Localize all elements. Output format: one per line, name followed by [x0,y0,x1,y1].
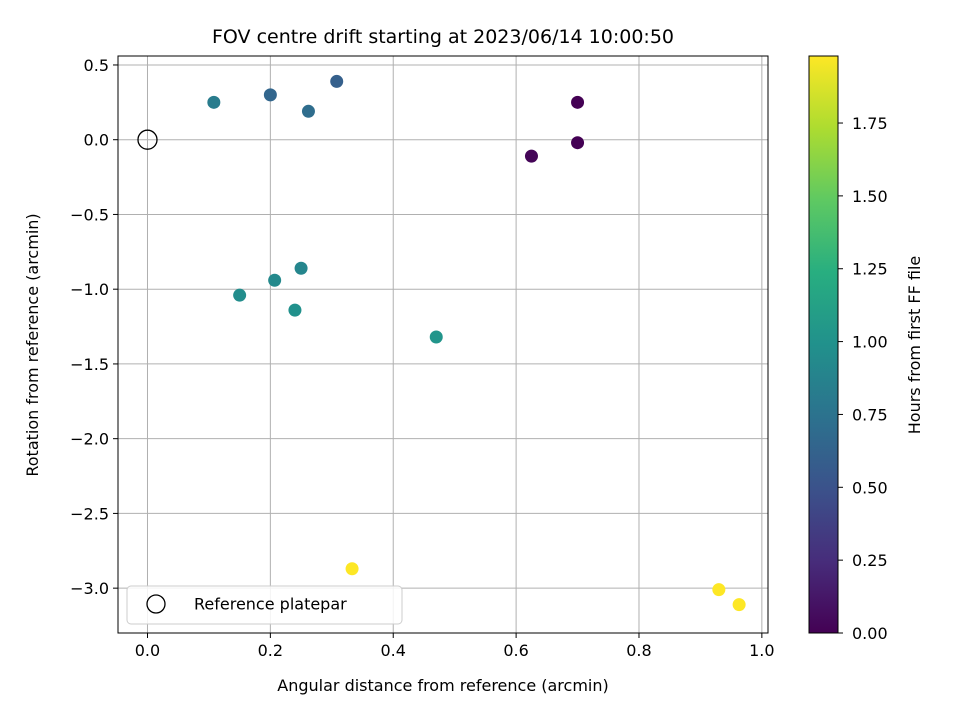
x-tick-label: 0.6 [503,641,528,660]
legend-marker [146,594,166,614]
plot-area-frame [117,55,769,634]
y-tick-label: −2.0 [70,430,109,449]
data-point [732,598,746,612]
data-point [301,104,315,118]
y-tick-label: −1.5 [70,355,109,374]
colorbar: 0.00 0.25 0.50 0.75 1.00 1.25 1.50 1.75 Hours f… [808,55,924,643]
y-axis-label: Rotation from reference (arcmin) [23,213,42,476]
x-axis-label: Angular distance from reference (arcmin) [277,676,608,695]
data-point [207,95,221,109]
x-tick-label: 0.8 [626,641,651,660]
legend-entry: Reference platepar [194,595,347,614]
colorbar-tick-label: 1.25 [852,260,888,279]
x-tick-label: 0.2 [258,641,283,660]
x-tick-label: 0.4 [381,641,406,660]
y-tick-label: −1.0 [70,280,109,299]
y-tick-label: −3.0 [70,579,109,598]
legend-box [126,585,403,625]
data-point [330,74,344,88]
chart-title: FOV centre drift starting at 2023/06/14 … [212,26,674,48]
y-tick-label: 0.5 [84,56,109,75]
data-point [712,583,726,597]
grid-lines [118,56,768,633]
y-axis-ticks: 0.5 0.0 −0.5 −1.0 −1.5 −2.0 −2.5 −3.0 [70,56,118,598]
data-point [571,136,585,150]
data-point [268,273,282,287]
data-point [263,88,277,102]
x-tick-label: 0.0 [135,641,160,660]
data-points [137,74,746,612]
y-tick-label: 0.0 [84,131,109,150]
x-tick-label: 1.0 [749,641,774,660]
colorbar-gradient [808,55,839,634]
colorbar-tick-label: 1.00 [852,333,888,352]
colorbar-label: Hours from first FF file [905,256,924,435]
colorbar-tick-label: 1.75 [852,114,888,133]
reference-platepar-marker [137,129,158,150]
colorbar-tick-label: 0.25 [852,551,888,570]
colorbar-tick-label: 1.50 [852,187,888,206]
data-point [294,261,308,275]
colorbar-tick-label: 0.75 [852,405,888,424]
colorbar-tick-label: 0.00 [852,624,888,643]
y-tick-label: −0.5 [70,205,109,224]
data-point [345,562,359,576]
data-point [233,288,247,302]
colorbar-ticks: 0.00 0.25 0.50 0.75 1.00 1.25 1.50 1.75 [838,114,888,643]
data-point [571,95,585,109]
y-tick-label: −2.5 [70,504,109,523]
x-axis-ticks: 0.0 0.2 0.4 0.6 0.8 1.0 [135,633,775,660]
data-point [429,330,443,344]
data-point [288,303,302,317]
legend: Reference platepar [126,585,403,625]
data-point [524,149,538,163]
colorbar-tick-label: 0.50 [852,478,888,497]
